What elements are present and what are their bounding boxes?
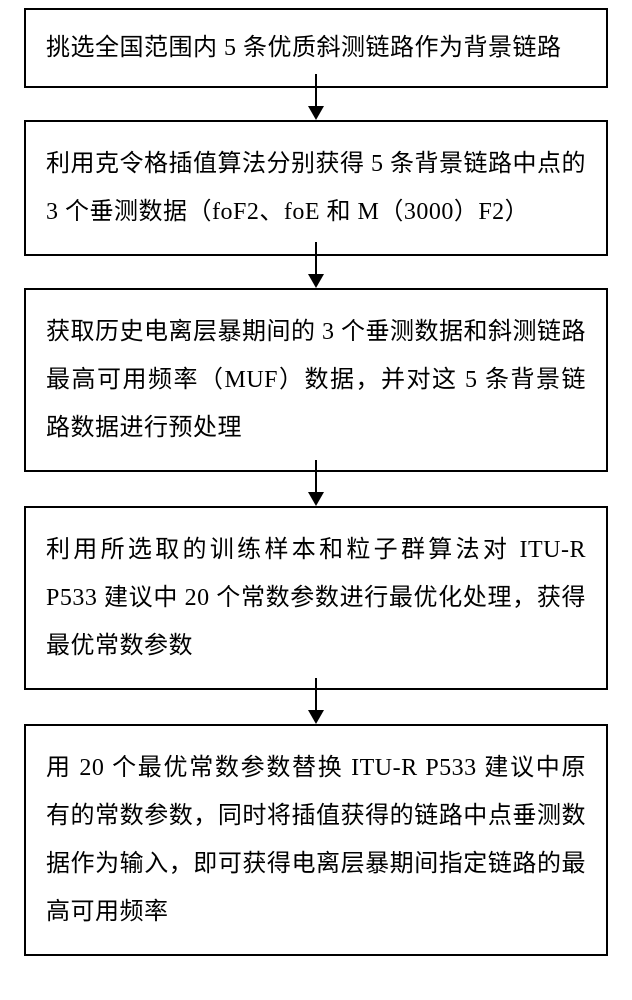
flow-node-5: 用 20 个最优常数参数替换 ITU-R P533 建议中原有的常数参数，同时将…: [24, 724, 608, 956]
flow-node-1-text: 挑选全国范围内 5 条优质斜测链路作为背景链路: [46, 35, 562, 61]
flow-arrow-1: [308, 74, 324, 120]
flow-node-5-text: 用 20 个最优常数参数替换 ITU-R P533 建议中原有的常数参数，同时将…: [46, 755, 586, 925]
flow-node-3-text: 获取历史电离层暴期间的 3 个垂测数据和斜测链路最高可用频率（MUF）数据，并对…: [46, 319, 586, 441]
flowchart-canvas: 挑选全国范围内 5 条优质斜测链路作为背景链路 利用克令格插值算法分别获得 5 …: [0, 0, 632, 1000]
flow-arrow-4: [308, 678, 324, 724]
flow-arrow-3: [308, 460, 324, 506]
flow-node-4: 利用所选取的训练样本和粒子群算法对 ITU-R P533 建议中 20 个常数参…: [24, 506, 608, 690]
flow-node-3: 获取历史电离层暴期间的 3 个垂测数据和斜测链路最高可用频率（MUF）数据，并对…: [24, 288, 608, 472]
flow-node-4-text: 利用所选取的训练样本和粒子群算法对 ITU-R P533 建议中 20 个常数参…: [46, 537, 586, 659]
flow-arrow-2: [308, 242, 324, 288]
flow-node-2: 利用克令格插值算法分别获得 5 条背景链路中点的 3 个垂测数据（foF2、fo…: [24, 120, 608, 256]
flow-node-2-text: 利用克令格插值算法分别获得 5 条背景链路中点的 3 个垂测数据（foF2、fo…: [46, 151, 586, 225]
